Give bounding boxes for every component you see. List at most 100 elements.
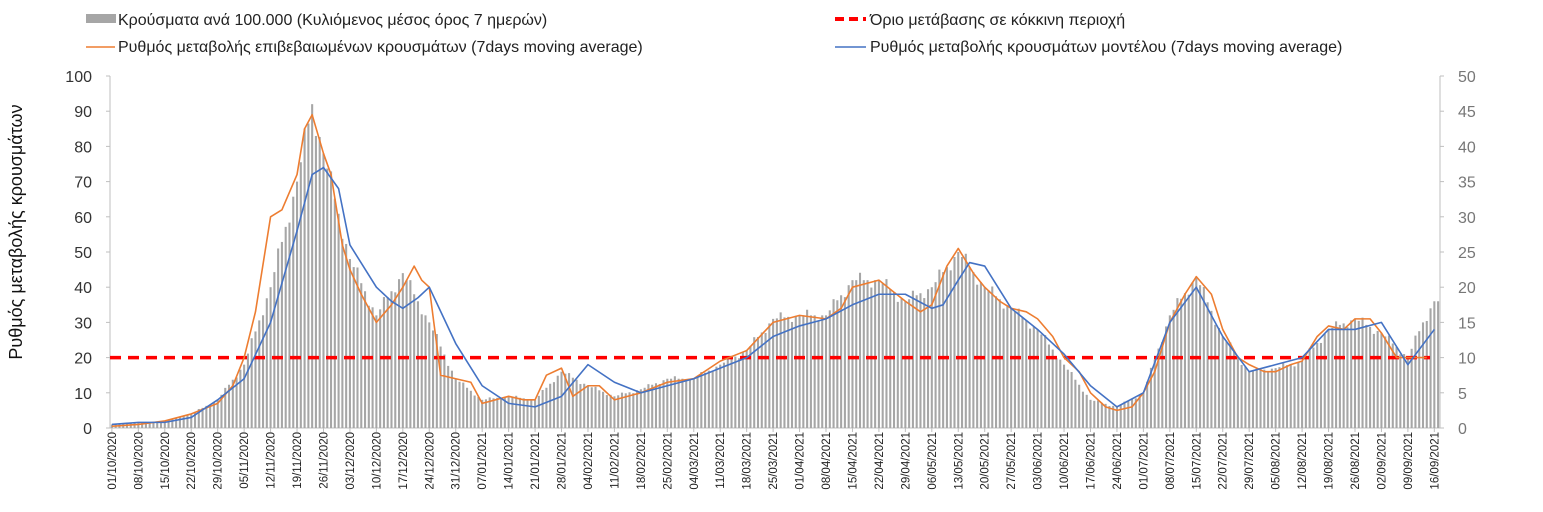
bar bbox=[1323, 333, 1326, 428]
bar bbox=[1161, 342, 1164, 428]
bar bbox=[1395, 347, 1398, 428]
legend: Κρούσματα ανά 100.000 (Κυλιόμενος μέσος … bbox=[86, 12, 1342, 56]
x-tick-label: 04/03/2021 bbox=[689, 432, 701, 490]
bar bbox=[1157, 348, 1160, 428]
bar bbox=[420, 314, 423, 428]
bar bbox=[802, 315, 805, 428]
x-tick-label: 19/08/2021 bbox=[1324, 432, 1336, 490]
bar bbox=[855, 280, 858, 428]
bar bbox=[964, 253, 967, 428]
bar bbox=[1240, 364, 1243, 428]
left-tick-label: 0 bbox=[83, 421, 92, 438]
bar bbox=[1017, 308, 1020, 428]
x-tick-label: 15/10/2020 bbox=[160, 432, 172, 490]
x-tick-label: 03/12/2020 bbox=[345, 432, 357, 490]
bar bbox=[435, 334, 438, 428]
right-tick-label: 25 bbox=[1458, 245, 1476, 262]
bar bbox=[545, 387, 548, 428]
x-tick-label: 31/12/2020 bbox=[451, 432, 463, 490]
bar bbox=[1168, 315, 1171, 428]
bar bbox=[968, 267, 971, 428]
left-tick-label: 90 bbox=[74, 104, 92, 121]
left-tick-label: 60 bbox=[74, 210, 92, 227]
bar bbox=[934, 282, 937, 428]
bar bbox=[836, 300, 839, 428]
bar bbox=[632, 393, 635, 428]
bar bbox=[1149, 367, 1152, 428]
bar bbox=[960, 257, 964, 428]
bar bbox=[1123, 401, 1126, 428]
left-tick-label: 10 bbox=[74, 386, 92, 403]
bar bbox=[401, 273, 404, 428]
x-tick-label: 25/03/2021 bbox=[768, 432, 780, 490]
bar bbox=[851, 280, 854, 428]
bar bbox=[1244, 366, 1247, 428]
bar bbox=[1138, 394, 1141, 428]
bar bbox=[764, 332, 767, 428]
bar bbox=[197, 408, 200, 428]
bar bbox=[560, 371, 563, 428]
bar bbox=[205, 405, 208, 428]
bar bbox=[972, 272, 975, 428]
bar bbox=[1081, 391, 1084, 428]
bar bbox=[1384, 336, 1387, 428]
x-tick-label: 01/04/2021 bbox=[795, 432, 807, 490]
bar bbox=[1025, 320, 1028, 428]
bar bbox=[141, 422, 144, 428]
bar bbox=[511, 396, 514, 428]
bar bbox=[1346, 327, 1349, 428]
bar bbox=[1029, 328, 1032, 428]
bar bbox=[552, 382, 555, 428]
bar bbox=[915, 295, 918, 428]
bar bbox=[1433, 301, 1436, 428]
bar bbox=[1097, 400, 1100, 428]
bar bbox=[1353, 318, 1357, 428]
bar bbox=[1153, 359, 1156, 428]
bar bbox=[462, 382, 465, 428]
x-tick-label: 22/10/2020 bbox=[186, 432, 198, 490]
right-tick-label: 30 bbox=[1458, 210, 1476, 227]
bar bbox=[817, 320, 820, 428]
right-tick-label: 45 bbox=[1458, 104, 1476, 121]
bar bbox=[1319, 342, 1323, 428]
bar bbox=[1255, 367, 1258, 428]
bar bbox=[201, 407, 204, 428]
bar bbox=[246, 353, 249, 428]
x-tick-label: 29/10/2020 bbox=[213, 432, 225, 490]
x-tick-label: 15/04/2021 bbox=[847, 432, 859, 490]
x-tick-label: 21/01/2021 bbox=[530, 432, 542, 490]
bar bbox=[828, 310, 831, 428]
bar bbox=[439, 346, 442, 428]
bar bbox=[364, 291, 367, 428]
bar bbox=[919, 293, 922, 428]
bar bbox=[488, 397, 491, 428]
bar bbox=[209, 405, 212, 428]
bar bbox=[564, 373, 567, 428]
bar bbox=[775, 318, 778, 428]
x-tick-label: 08/04/2021 bbox=[821, 432, 833, 490]
bar bbox=[1066, 369, 1069, 428]
bar bbox=[458, 381, 461, 428]
bar bbox=[450, 370, 453, 428]
bar bbox=[575, 379, 578, 428]
bar bbox=[1316, 343, 1319, 428]
bar bbox=[1013, 311, 1016, 428]
bar bbox=[1214, 324, 1217, 428]
bar bbox=[1406, 357, 1409, 428]
bar bbox=[178, 416, 181, 428]
bar bbox=[908, 299, 911, 428]
x-tick-label: 29/07/2021 bbox=[1244, 432, 1256, 490]
x-tick-label: 03/06/2021 bbox=[1033, 432, 1045, 490]
bar bbox=[568, 373, 571, 428]
bar bbox=[473, 395, 476, 428]
bar bbox=[1070, 372, 1073, 428]
bar bbox=[858, 272, 862, 428]
bar bbox=[1036, 329, 1039, 428]
bar bbox=[624, 393, 627, 428]
bar bbox=[1051, 349, 1054, 428]
bar bbox=[688, 378, 692, 428]
bar bbox=[1047, 344, 1050, 428]
bar bbox=[1183, 293, 1186, 428]
x-tick-label: 08/10/2020 bbox=[133, 432, 145, 490]
bar bbox=[277, 248, 280, 428]
